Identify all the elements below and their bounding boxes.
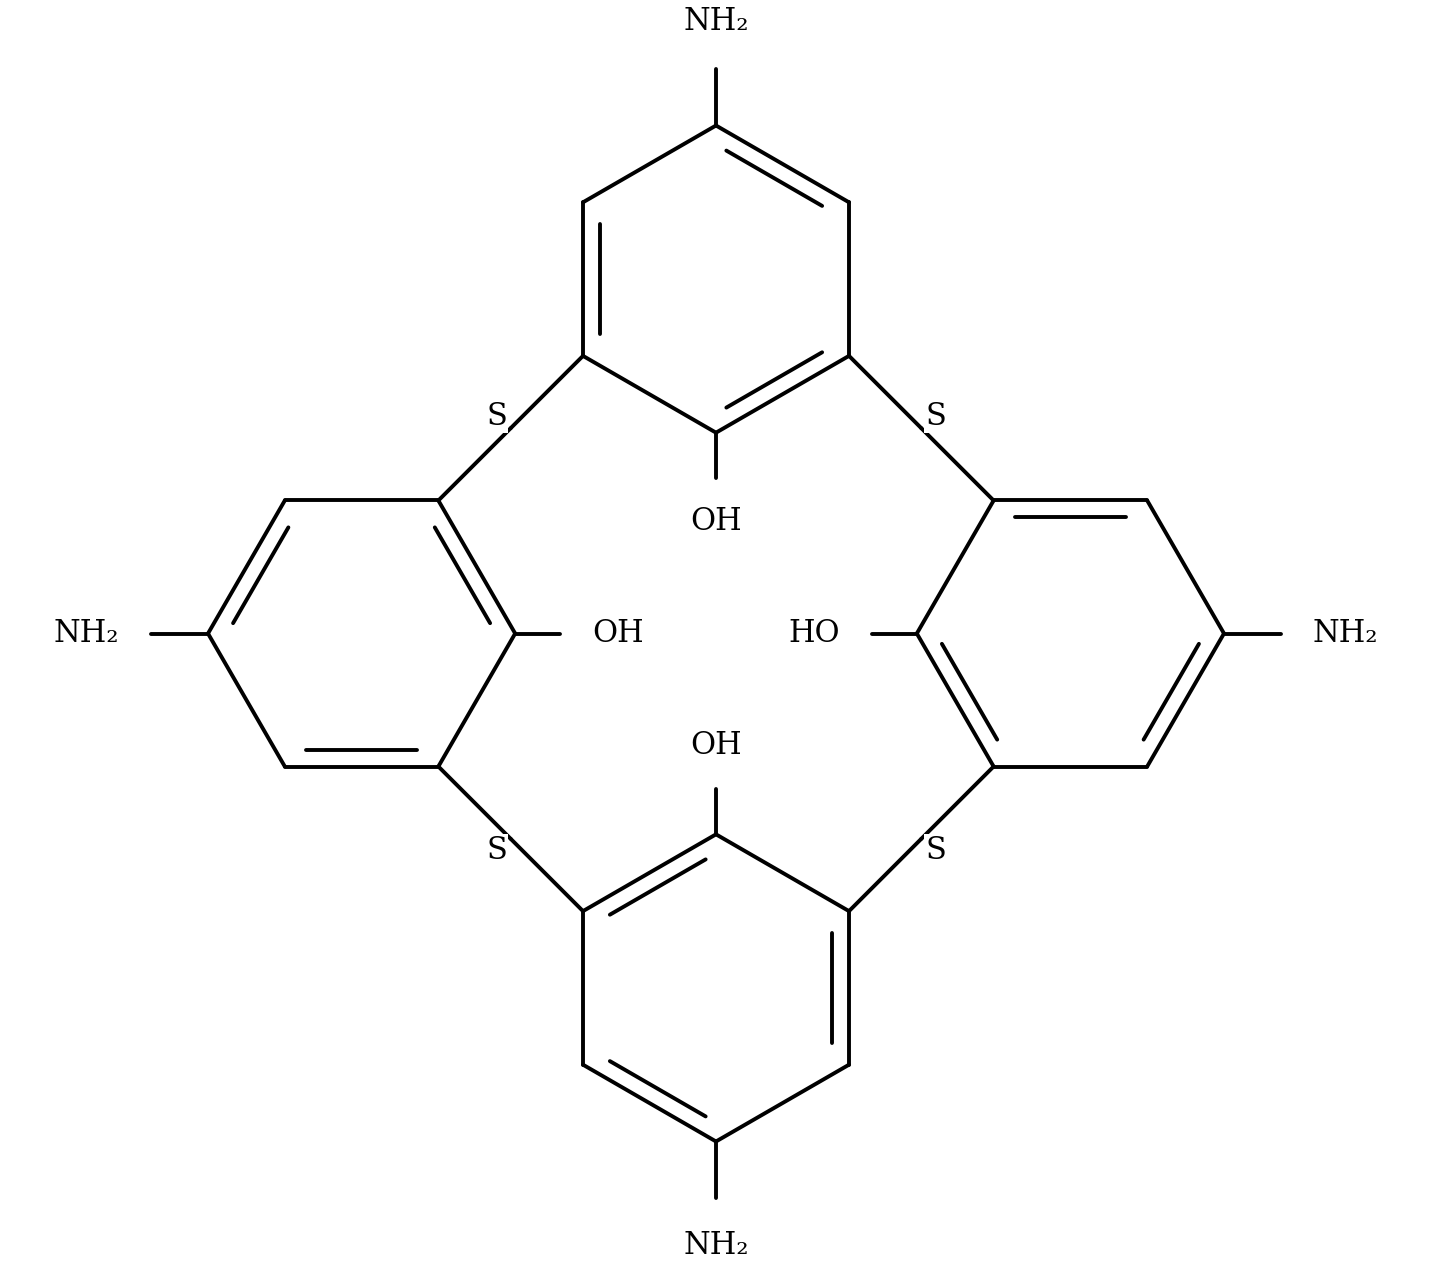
- Text: OH: OH: [591, 618, 643, 649]
- Text: S: S: [925, 400, 947, 432]
- Text: OH: OH: [690, 506, 742, 537]
- Text: S: S: [485, 835, 507, 867]
- Text: S: S: [485, 400, 507, 432]
- Text: NH₂: NH₂: [683, 6, 749, 37]
- Text: HO: HO: [789, 618, 841, 649]
- Text: S: S: [925, 835, 947, 867]
- Text: NH₂: NH₂: [683, 1230, 749, 1261]
- Text: NH₂: NH₂: [54, 618, 119, 649]
- Text: NH₂: NH₂: [1313, 618, 1378, 649]
- Text: OH: OH: [690, 730, 742, 761]
